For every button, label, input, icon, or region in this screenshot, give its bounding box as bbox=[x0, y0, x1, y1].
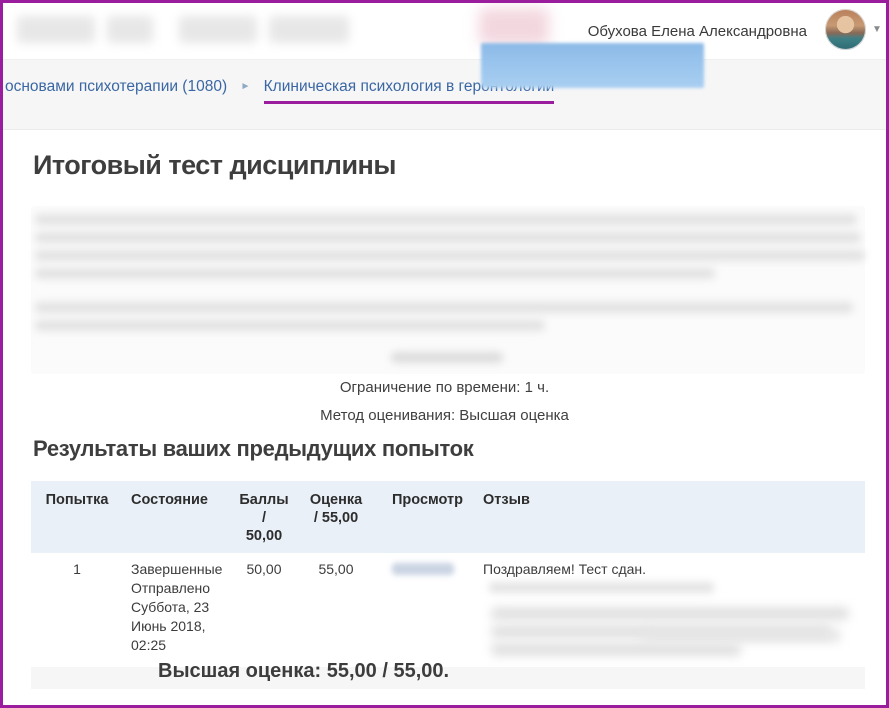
table-footer-strip bbox=[31, 666, 865, 689]
review-link-redacted[interactable] bbox=[372, 561, 472, 667]
grading-method-text: Метод оценивания: Высшая оценка bbox=[320, 407, 569, 424]
user-name[interactable]: Обухова Елена Александровна bbox=[587, 23, 807, 40]
column-header-review: Просмотр bbox=[392, 492, 463, 508]
redacted-nav-item bbox=[107, 16, 153, 43]
redacted-feedback-block bbox=[491, 605, 865, 667]
redacted-text-line bbox=[35, 268, 715, 279]
redacted-nav-item bbox=[269, 16, 349, 43]
breadcrumb-course-link[interactable]: основами психотерапии (1080) bbox=[5, 78, 228, 95]
redacted-text-line bbox=[35, 250, 865, 261]
attempt-grade: 55,00 bbox=[318, 561, 354, 578]
redacted-text-line bbox=[491, 606, 849, 620]
results-heading: Результаты ваших предыдущих попыток bbox=[33, 436, 474, 461]
redacted-nav-item bbox=[17, 16, 95, 43]
redacted-text-line bbox=[641, 628, 841, 642]
attempt-state-submitted: Отправлено bbox=[131, 580, 211, 597]
redacted-text-line bbox=[35, 320, 545, 331]
column-header-feedback: Отзыв bbox=[483, 492, 530, 508]
column-header-marks-slash: / bbox=[261, 510, 267, 527]
attempt-state-date1: Суббота, 23 bbox=[131, 598, 210, 615]
redacted-text-line bbox=[391, 352, 503, 363]
attempt-number: 1 bbox=[73, 561, 81, 578]
redacted-text-line bbox=[489, 581, 714, 593]
column-header-grade-label: Оценка bbox=[309, 492, 363, 508]
breadcrumb-separator-icon: ► bbox=[240, 81, 251, 92]
column-header-marks: Баллы / 50,00 bbox=[228, 491, 300, 545]
attempts-table-header: Попытка Состояние Баллы / 50,00 Оценка /… bbox=[31, 481, 865, 554]
column-header-attempt: Попытка bbox=[45, 492, 109, 508]
feedback-text: Поздравляем! Тест сдан. bbox=[483, 561, 647, 578]
redacted-highlight-box bbox=[481, 43, 704, 88]
final-grade-text: Высшая оценка: 55,00 / 55,00. bbox=[158, 660, 450, 682]
column-header-grade-max: / 55,00 bbox=[313, 510, 359, 527]
page-title: Итоговый тест дисциплины bbox=[33, 150, 396, 180]
attempt-state-date2: Июнь 2018, bbox=[131, 617, 206, 634]
attempt-state: Завершенные Отправлено Суббота, 23 Июнь … bbox=[123, 561, 228, 667]
chevron-down-icon[interactable]: ▼ bbox=[872, 24, 882, 35]
main-content: Итоговый тест дисциплины Ограничение по … bbox=[3, 130, 886, 705]
redacted-description bbox=[31, 206, 865, 374]
redacted-link[interactable] bbox=[392, 563, 454, 576]
breadcrumb-bar: основами психотерапии (1080) ► Клиническ… bbox=[3, 59, 886, 130]
redacted-nav-item bbox=[179, 16, 257, 43]
attempt-state-status: Завершенные bbox=[131, 561, 223, 578]
attempt-feedback: Поздравляем! Тест сдан. bbox=[472, 561, 865, 667]
column-header-grade: Оценка / 55,00 bbox=[300, 491, 372, 545]
column-header-marks-max: 50,00 bbox=[245, 528, 283, 545]
redacted-text-line bbox=[35, 214, 857, 225]
breadcrumb: основами психотерапии (1080) ► Клиническ… bbox=[5, 78, 555, 104]
redacted-text-line bbox=[35, 302, 853, 313]
attempt-marks: 50,00 bbox=[246, 561, 282, 578]
top-navbar: Обухова Елена Александровна ▼ bbox=[3, 3, 886, 59]
time-limit-text: Ограничение по времени: 1 ч. bbox=[339, 379, 550, 396]
redacted-text-line bbox=[491, 642, 741, 656]
column-header-marks-label: Баллы bbox=[239, 492, 289, 508]
user-avatar[interactable] bbox=[825, 9, 866, 50]
table-row: 1 Завершенные Отправлено Суббота, 23 Июн… bbox=[31, 553, 865, 667]
attempts-table: Попытка Состояние Баллы / 50,00 Оценка /… bbox=[31, 481, 865, 689]
attempt-state-time: 02:25 bbox=[131, 636, 167, 653]
redacted-logo bbox=[479, 8, 549, 45]
redacted-text-line bbox=[35, 232, 861, 243]
column-header-state: Состояние bbox=[131, 492, 208, 508]
